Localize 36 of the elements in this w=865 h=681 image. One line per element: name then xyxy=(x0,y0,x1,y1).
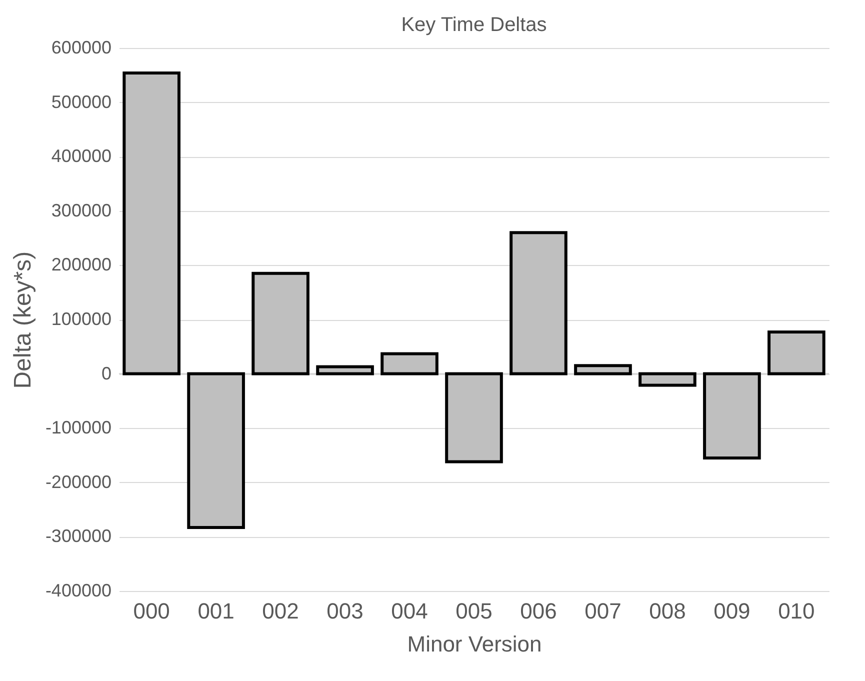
x-tick-label: 005 xyxy=(456,598,492,624)
x-tick-label: 001 xyxy=(198,598,234,624)
x-tick-label: 009 xyxy=(714,598,750,624)
x-tick-label: 007 xyxy=(584,598,622,624)
x-tick-label: 010 xyxy=(778,598,815,624)
x-axis-title: Minor Version xyxy=(407,632,542,656)
x-tick-label: 008 xyxy=(649,598,686,624)
bar xyxy=(574,364,632,376)
x-tick-label: 000 xyxy=(133,598,170,624)
bar xyxy=(638,372,696,387)
x-tick-label: 003 xyxy=(326,598,364,624)
y-tick-label: -400000 xyxy=(45,580,112,600)
bar xyxy=(252,272,310,376)
y-tick-label: 200000 xyxy=(51,254,112,275)
bar xyxy=(768,330,826,376)
bar xyxy=(703,372,761,460)
chart-title: Key Time Deltas xyxy=(401,14,547,36)
y-tick-label: 500000 xyxy=(51,92,112,112)
y-tick-label: 300000 xyxy=(51,200,112,220)
bar xyxy=(316,365,374,376)
x-tick-label: 004 xyxy=(391,598,428,624)
bar xyxy=(187,372,245,529)
y-tick-label: 400000 xyxy=(51,146,112,166)
x-tick-label: 002 xyxy=(262,598,299,624)
y-tick-label: 600000 xyxy=(51,38,112,58)
x-tick-label: 006 xyxy=(520,598,557,624)
y-tick-label: 0 xyxy=(101,363,112,384)
bar xyxy=(445,372,503,464)
y-tick-label: 100000 xyxy=(51,309,112,329)
y-tick-label: -200000 xyxy=(45,472,112,492)
y-tick-label: -300000 xyxy=(45,526,112,546)
bar xyxy=(122,71,180,376)
bar xyxy=(510,231,568,376)
bar xyxy=(380,352,438,376)
y-axis-title: Delta (key*s) xyxy=(9,251,36,389)
y-tick-label: -100000 xyxy=(45,418,112,438)
